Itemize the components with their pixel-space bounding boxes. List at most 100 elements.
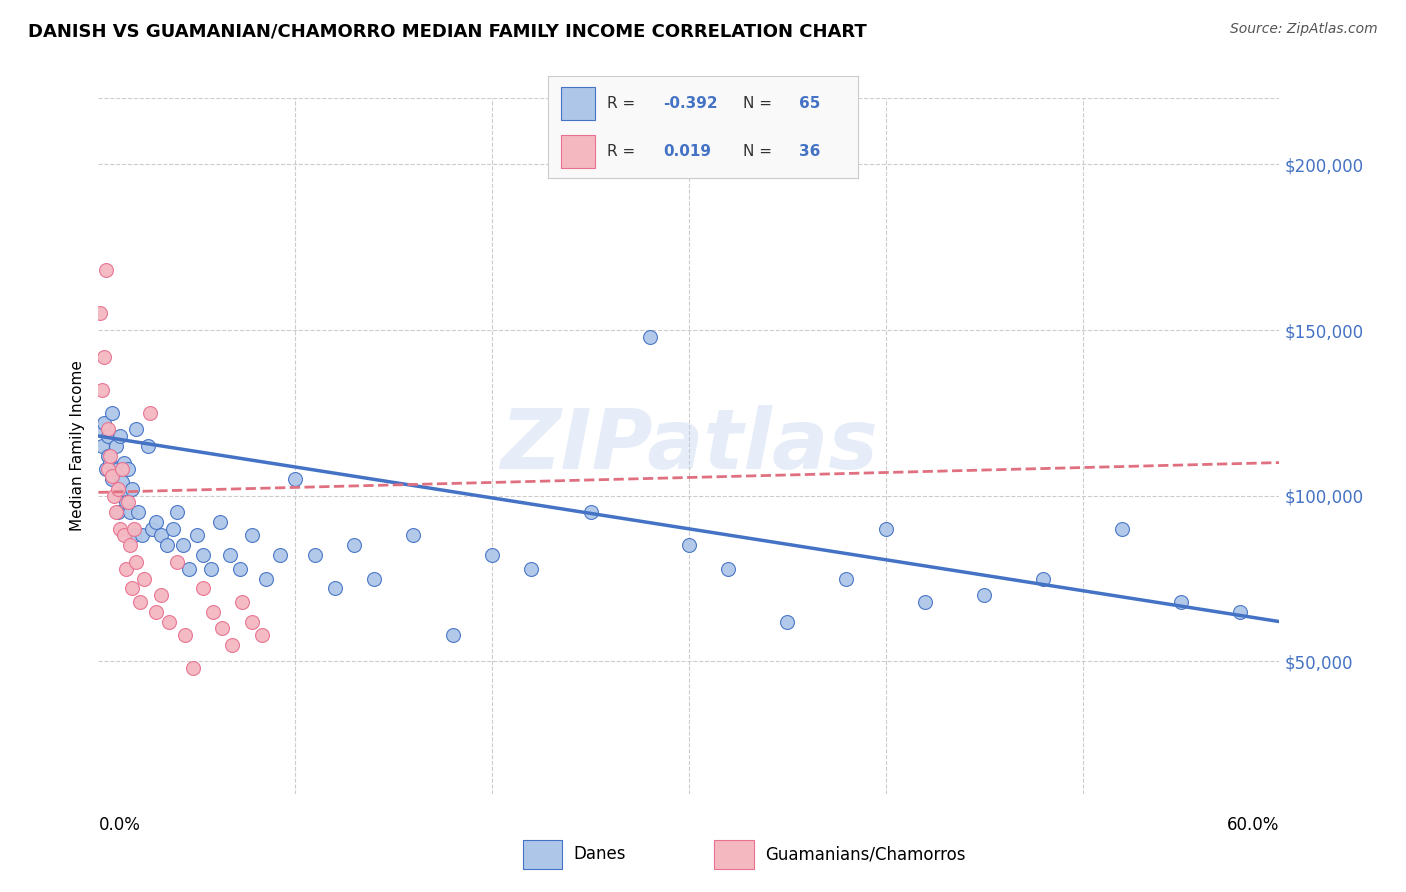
Point xyxy=(97,449,120,463)
Point xyxy=(91,439,114,453)
Point xyxy=(402,528,425,542)
Point xyxy=(117,462,139,476)
Point xyxy=(172,538,194,552)
Point xyxy=(89,306,111,320)
Point xyxy=(973,588,995,602)
Point xyxy=(166,505,188,519)
Point xyxy=(209,515,232,529)
Text: 0.0%: 0.0% xyxy=(98,816,141,834)
Point xyxy=(108,522,131,536)
Text: 65: 65 xyxy=(799,96,820,111)
Text: Source: ZipAtlas.com: Source: ZipAtlas.com xyxy=(1230,22,1378,37)
Text: 60.0%: 60.0% xyxy=(1227,816,1279,834)
Point xyxy=(166,555,188,569)
Point xyxy=(363,572,385,586)
Point xyxy=(717,561,740,575)
Point xyxy=(221,638,243,652)
Point xyxy=(835,572,858,586)
Point xyxy=(201,605,224,619)
Bar xyxy=(714,839,754,869)
Point xyxy=(132,572,155,586)
Text: Guamanians/Chamorros: Guamanians/Chamorros xyxy=(765,845,966,863)
Point xyxy=(231,595,253,609)
Point xyxy=(105,439,128,453)
Point xyxy=(131,528,153,542)
Point xyxy=(638,329,661,343)
Text: N =: N = xyxy=(744,145,778,160)
Point xyxy=(520,561,543,575)
Point xyxy=(111,475,134,490)
Point xyxy=(254,572,277,586)
Text: N =: N = xyxy=(744,96,778,111)
Point xyxy=(136,439,159,453)
Point xyxy=(105,505,128,519)
Point xyxy=(191,549,214,563)
Point xyxy=(112,456,135,470)
Point xyxy=(240,528,263,542)
Point xyxy=(125,422,148,436)
Point xyxy=(115,561,138,575)
Point xyxy=(1032,572,1054,586)
Point xyxy=(96,462,118,476)
Point xyxy=(304,549,326,563)
Point xyxy=(211,621,233,635)
Point xyxy=(240,615,263,629)
Point xyxy=(1170,595,1192,609)
Point xyxy=(101,472,124,486)
Point xyxy=(145,515,167,529)
Point xyxy=(177,561,200,575)
Point xyxy=(117,495,139,509)
Point xyxy=(145,605,167,619)
Point xyxy=(118,538,141,552)
Point xyxy=(115,495,138,509)
Point xyxy=(128,595,150,609)
Point xyxy=(121,482,143,496)
Text: 36: 36 xyxy=(799,145,820,160)
Text: -0.392: -0.392 xyxy=(662,96,717,111)
Point xyxy=(269,549,291,563)
Point xyxy=(122,522,145,536)
Point xyxy=(162,522,184,536)
Point xyxy=(112,528,135,542)
Point xyxy=(97,462,120,476)
Point xyxy=(93,416,115,430)
Point xyxy=(181,661,204,675)
Point xyxy=(156,538,179,552)
Point xyxy=(98,449,121,463)
Point xyxy=(141,522,163,536)
Point xyxy=(150,588,173,602)
Text: Danes: Danes xyxy=(574,845,626,863)
Point xyxy=(89,422,111,436)
Point xyxy=(1229,605,1251,619)
Point xyxy=(101,406,124,420)
Text: 0.019: 0.019 xyxy=(662,145,711,160)
Point xyxy=(481,549,503,563)
Point xyxy=(678,538,700,552)
Point xyxy=(914,595,936,609)
Point xyxy=(284,472,307,486)
Point xyxy=(200,561,222,575)
Text: R =: R = xyxy=(607,145,640,160)
Point xyxy=(122,528,145,542)
Point xyxy=(323,582,346,596)
Point xyxy=(441,628,464,642)
Point xyxy=(107,462,129,476)
Point xyxy=(103,489,125,503)
Point xyxy=(111,462,134,476)
Point xyxy=(121,582,143,596)
Point xyxy=(108,429,131,443)
Point xyxy=(776,615,799,629)
Text: ZIPatlas: ZIPatlas xyxy=(501,406,877,486)
Point xyxy=(125,555,148,569)
Point xyxy=(101,468,124,483)
Bar xyxy=(561,136,595,168)
Bar xyxy=(523,839,562,869)
Point xyxy=(191,582,214,596)
Point xyxy=(186,528,208,542)
Point xyxy=(127,505,149,519)
Y-axis label: Median Family Income: Median Family Income xyxy=(70,360,86,532)
Point xyxy=(150,528,173,542)
Point xyxy=(91,383,114,397)
Point xyxy=(96,263,118,277)
Point xyxy=(107,482,129,496)
